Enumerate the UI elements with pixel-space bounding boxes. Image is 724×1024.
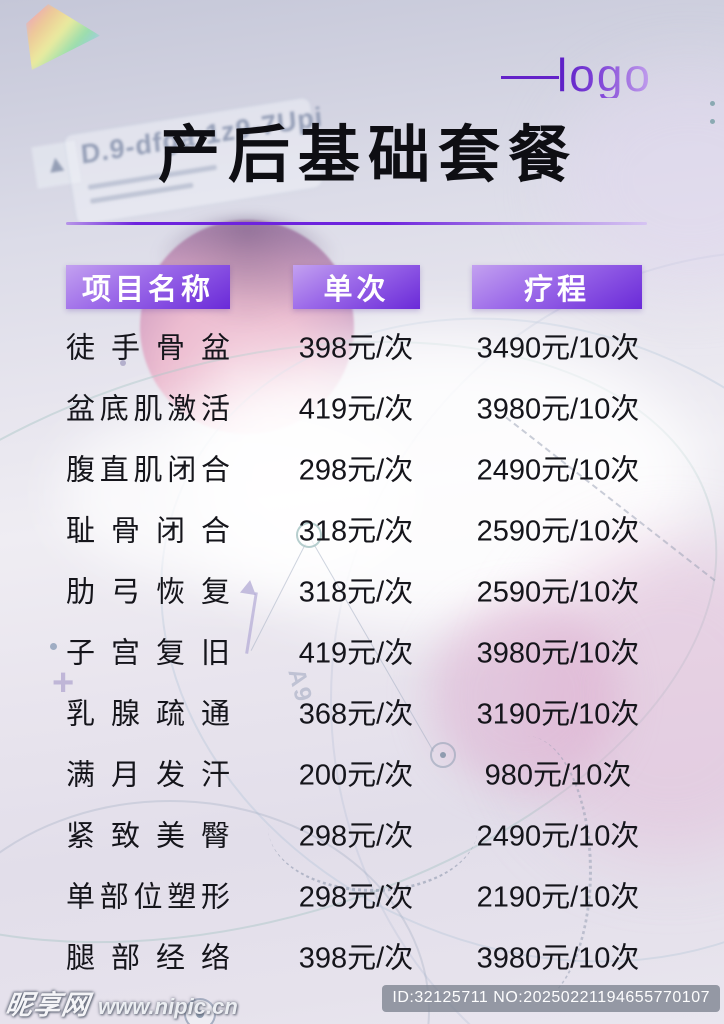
table-row: 乳腺疏通 368元/次 3190元/10次: [0, 684, 724, 745]
dotted-arc: [268, 762, 478, 892]
course-price: 2490元/10次: [476, 454, 640, 486]
item-name: 满月发汗: [66, 759, 230, 791]
single-price: 398元/次: [298, 332, 414, 364]
prism-light-streak: [26, 4, 100, 70]
course-price: 980元/10次: [484, 759, 632, 791]
deco-dot: [120, 360, 126, 366]
course-price: 3190元/10次: [476, 698, 640, 730]
course-price: 2590元/10次: [476, 515, 640, 547]
single-price: 419元/次: [298, 637, 414, 669]
item-name: 肋弓恢复: [66, 576, 230, 608]
item-name: 盆底肌激活: [66, 393, 230, 425]
course-price: 2190元/10次: [476, 881, 640, 913]
column-header-item-name: 项目名称: [66, 265, 230, 309]
single-price: 298元/次: [298, 881, 414, 913]
course-price: 2590元/10次: [476, 576, 640, 608]
course-price: 3490元/10次: [476, 332, 640, 364]
item-name: 子宫复旧: [66, 637, 230, 669]
table-row: 满月发汗 200元/次 980元/10次: [0, 745, 724, 806]
site-watermark-logo: 昵享网: [3, 990, 92, 1020]
single-price: 368元/次: [298, 698, 414, 730]
course-price: 3980元/10次: [476, 393, 640, 425]
single-price: 318元/次: [298, 576, 414, 608]
item-name: 腹直肌闭合: [66, 454, 230, 486]
page-title: 产后基础套餐: [157, 121, 578, 190]
column-header-course: 疗程: [472, 265, 642, 309]
logo-dash-line: [501, 75, 560, 79]
table-row: 盆底肌激活 419元/次 3980元/10次: [0, 379, 724, 440]
price-table: 徒手骨盆 398元/次 3490元/10次 盆底肌激活 419元/次 3980元…: [0, 318, 724, 989]
item-name: 乳腺疏通: [66, 698, 230, 730]
circle-dot-marker: [430, 742, 456, 768]
id-watermark-badge: ID:32125711 NO:20250221194655770107: [382, 985, 720, 1012]
item-name: 耻骨闭合: [66, 515, 230, 547]
site-watermark-url: www.nipic.cn: [98, 994, 238, 1019]
table-row: 紧致美臀 298元/次 2490元/10次: [0, 806, 724, 867]
table-row: 单部位塑形 298元/次 2190元/10次: [0, 867, 724, 928]
title-underline: [66, 222, 647, 225]
item-name: 腿部经络: [66, 942, 230, 974]
table-row: 腿部经络 398元/次 3980元/10次: [0, 928, 724, 989]
single-price: 200元/次: [298, 759, 414, 791]
table-row: 耻骨闭合 318元/次 2590元/10次: [0, 501, 724, 562]
table-row: 腹直肌闭合 298元/次 2490元/10次: [0, 440, 724, 501]
column-header-single: 单次: [293, 265, 420, 309]
item-name: 单部位塑形: [66, 881, 230, 913]
circle-dot-marker: [184, 998, 216, 1024]
table-row: 徒手骨盆 398元/次 3490元/10次: [0, 318, 724, 379]
plus-mark: +: [52, 662, 75, 704]
single-price: 298元/次: [298, 454, 414, 486]
logo-text: logo: [557, 49, 652, 101]
single-price: 318元/次: [298, 515, 414, 547]
item-name: 徒手骨盆: [66, 332, 230, 364]
single-price: 419元/次: [298, 393, 414, 425]
table-row: 子宫复旧 419元/次 3980元/10次: [0, 623, 724, 684]
item-name: 紧致美臀: [66, 820, 230, 852]
deco-dot: [710, 101, 715, 106]
deco-dot: [50, 643, 57, 650]
site-watermark: 昵享网 www.nipic.cn: [3, 983, 238, 1022]
course-price: 3980元/10次: [476, 942, 640, 974]
logo: logo: [501, 52, 652, 98]
course-price: 3980元/10次: [476, 637, 640, 669]
single-price: 298元/次: [298, 820, 414, 852]
single-price: 398元/次: [298, 942, 414, 974]
course-price: 2490元/10次: [476, 820, 640, 852]
table-row: 肋弓恢复 318元/次 2590元/10次: [0, 562, 724, 623]
dotted-arc: [462, 736, 592, 1006]
